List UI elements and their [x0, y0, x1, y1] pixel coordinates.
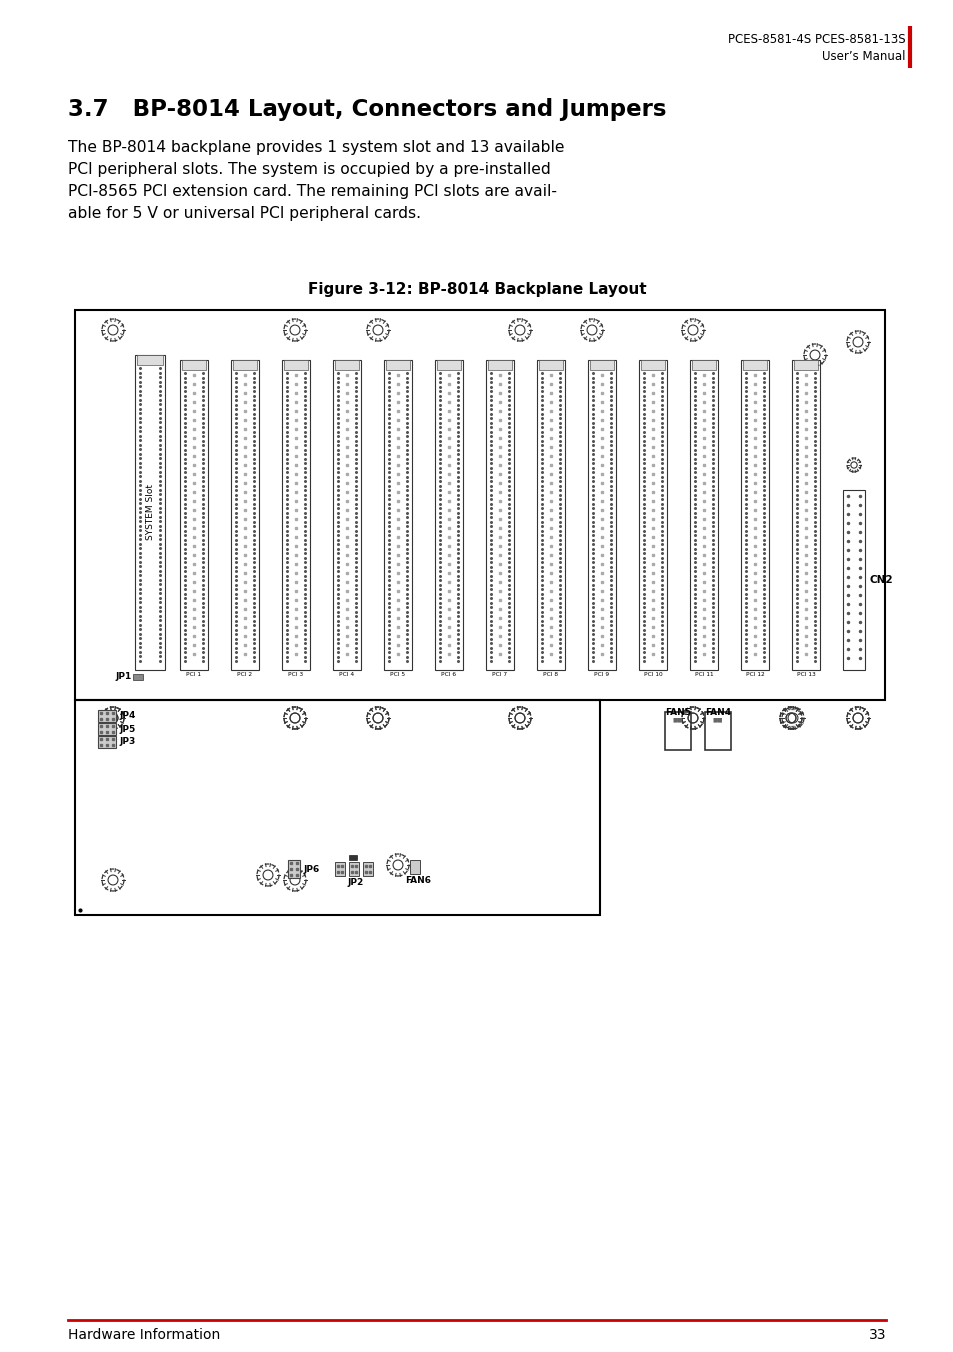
Bar	[435, 360, 462, 671]
Text: PCI peripheral slots. The system is occupied by a pre-installed: PCI peripheral slots. The system is occu…	[68, 162, 550, 177]
Bar	[135, 356, 165, 671]
Bar	[98, 723, 116, 735]
Bar	[282, 360, 310, 671]
Text: PCI 3: PCI 3	[288, 672, 303, 677]
Bar	[689, 360, 718, 671]
Text: JP2: JP2	[348, 877, 364, 887]
Text: PCI 13: PCI 13	[796, 672, 815, 677]
Bar	[182, 360, 206, 370]
Bar	[842, 489, 864, 671]
Bar	[791, 360, 820, 671]
Bar	[538, 360, 562, 370]
Bar	[639, 360, 666, 671]
Bar	[137, 356, 163, 365]
Bar	[335, 360, 358, 370]
Text: FAN5: FAN5	[664, 708, 690, 717]
Text: PCI 11: PCI 11	[694, 672, 713, 677]
Bar	[75, 310, 884, 700]
Bar	[75, 700, 599, 915]
Bar	[288, 860, 299, 877]
Text: able for 5 V or universal PCI peripheral cards.: able for 5 V or universal PCI peripheral…	[68, 206, 420, 220]
Text: FAN4: FAN4	[704, 708, 730, 717]
Text: CN2: CN2	[869, 575, 893, 585]
Text: The BP-8014 backplane provides 1 system slot and 13 available: The BP-8014 backplane provides 1 system …	[68, 141, 564, 155]
Text: SYSTEM Slot: SYSTEM Slot	[147, 484, 155, 539]
Bar	[349, 854, 356, 860]
Text: 3.7   BP-8014 Layout, Connectors and Jumpers: 3.7 BP-8014 Layout, Connectors and Jumpe…	[68, 97, 666, 120]
Text: JP3: JP3	[119, 737, 135, 746]
Bar	[587, 360, 616, 671]
Bar	[180, 360, 208, 671]
Text: JP6: JP6	[303, 864, 319, 873]
Bar	[386, 360, 410, 370]
Bar	[384, 360, 412, 671]
Text: PCI 6: PCI 6	[441, 672, 456, 677]
Text: PCES-8581-4S PCES-8581-13S: PCES-8581-4S PCES-8581-13S	[727, 32, 905, 46]
Bar	[664, 713, 690, 750]
Bar	[284, 360, 308, 370]
Bar	[410, 860, 419, 873]
Text: PCI 10: PCI 10	[643, 672, 661, 677]
Bar	[793, 360, 817, 370]
Bar	[704, 713, 730, 750]
Bar	[740, 360, 768, 671]
Text: PCI 1: PCI 1	[186, 672, 201, 677]
Text: PCI 4: PCI 4	[339, 672, 355, 677]
Bar	[98, 710, 116, 722]
Bar	[333, 360, 360, 671]
Text: JP5: JP5	[119, 725, 135, 734]
Bar	[640, 360, 664, 370]
Text: 33: 33	[867, 1328, 885, 1343]
Text: JP1: JP1	[115, 672, 132, 681]
Text: ■■: ■■	[712, 717, 722, 722]
Bar	[231, 360, 258, 671]
Text: ■■: ■■	[672, 717, 682, 722]
Text: PCI 7: PCI 7	[492, 672, 507, 677]
Text: JP4: JP4	[119, 711, 135, 721]
Bar	[589, 360, 614, 370]
Bar	[233, 360, 256, 370]
Text: PCI-8565 PCI extension card. The remaining PCI slots are avail-: PCI-8565 PCI extension card. The remaini…	[68, 184, 557, 199]
Bar	[98, 735, 116, 748]
Text: PCI 9: PCI 9	[594, 672, 609, 677]
Bar	[537, 360, 564, 671]
Text: Figure 3-12: BP-8014 Backplane Layout: Figure 3-12: BP-8014 Backplane Layout	[308, 283, 645, 297]
Text: Hardware Information: Hardware Information	[68, 1328, 220, 1343]
Bar	[436, 360, 460, 370]
Bar	[742, 360, 766, 370]
Text: PCI 2: PCI 2	[237, 672, 253, 677]
Bar	[363, 863, 373, 876]
Text: User’s Manual: User’s Manual	[821, 50, 905, 64]
Text: FAN6: FAN6	[405, 876, 431, 886]
Bar	[488, 360, 512, 370]
Text: PCI 5: PCI 5	[390, 672, 405, 677]
Text: PCI 8: PCI 8	[543, 672, 558, 677]
Bar	[349, 863, 358, 876]
Text: PCI 12: PCI 12	[745, 672, 763, 677]
Bar	[132, 675, 143, 680]
Bar	[335, 863, 345, 876]
Bar	[485, 360, 514, 671]
Bar	[691, 360, 716, 370]
